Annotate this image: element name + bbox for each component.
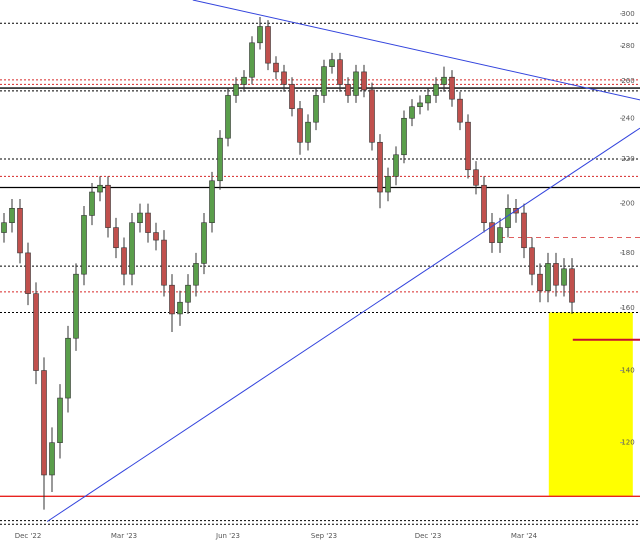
- candle-body: [233, 84, 239, 96]
- candle-body: [393, 154, 399, 177]
- candle-body: [105, 184, 111, 228]
- candle-body: [113, 227, 119, 249]
- candle-body: [169, 284, 175, 315]
- candle-body: [1, 222, 7, 233]
- candle-body: [449, 76, 455, 100]
- candle-body: [273, 62, 279, 73]
- candle-body: [201, 222, 207, 264]
- candle-body: [289, 84, 295, 109]
- candle-body: [561, 268, 567, 286]
- candle-body: [329, 59, 335, 67]
- candle-body: [417, 102, 423, 108]
- candle-body: [161, 239, 167, 286]
- candle-body: [25, 252, 31, 294]
- candle-body: [321, 66, 327, 96]
- candle-body: [73, 273, 79, 339]
- y-tick-label: 180: [621, 249, 634, 257]
- trend-line: [192, 0, 640, 101]
- y-tick-label: 300: [621, 10, 634, 18]
- candle-body: [65, 337, 71, 399]
- candle-body: [257, 26, 263, 44]
- candle-body: [457, 98, 463, 123]
- x-tick-label: Sep '23: [311, 532, 337, 540]
- trend-line: [46, 127, 640, 522]
- candle-body: [313, 95, 319, 123]
- y-tick-label: 160: [621, 304, 634, 312]
- x-tick-label: Dec '22: [15, 532, 42, 540]
- candle-body: [353, 71, 359, 96]
- candle-body: [337, 59, 343, 85]
- candle-body: [569, 268, 575, 303]
- candle-body: [33, 293, 39, 371]
- candle-body: [49, 442, 55, 476]
- target-zone: [548, 312, 633, 497]
- candle-body: [497, 227, 503, 243]
- candle-body: [385, 176, 391, 193]
- candle-body: [361, 71, 367, 91]
- candle-body: [209, 180, 215, 224]
- candle-body: [281, 71, 287, 85]
- candle-body: [9, 208, 15, 224]
- candle-body: [481, 184, 487, 224]
- candle-body: [369, 89, 375, 143]
- y-tick-label: 200: [621, 200, 634, 208]
- y-tick-label: 240: [621, 114, 634, 122]
- candle-body: [521, 212, 527, 249]
- candle-body: [41, 370, 47, 476]
- candle-body: [145, 212, 151, 233]
- candle-body: [57, 397, 63, 443]
- candle-body: [505, 208, 511, 228]
- candle-body: [185, 284, 191, 303]
- y-tick-label: 120: [621, 439, 634, 447]
- y-tick-label: 140: [621, 367, 634, 375]
- candle-body: [545, 263, 551, 292]
- candle-body: [89, 191, 95, 216]
- x-tick-label: Mar '23: [111, 532, 137, 540]
- y-tick-label: 220: [621, 155, 634, 163]
- candle-body: [297, 108, 303, 143]
- candle-body: [441, 76, 447, 85]
- candle-body: [345, 84, 351, 96]
- candle-body: [537, 273, 543, 292]
- candle-body: [409, 106, 415, 119]
- candle-body: [217, 137, 223, 182]
- candle-body: [401, 117, 407, 156]
- candle-body: [81, 215, 87, 275]
- candle-body: [241, 76, 247, 85]
- candle-body: [193, 263, 199, 286]
- candle-body: [473, 169, 479, 186]
- candle-body: [425, 95, 431, 104]
- candle-body: [129, 222, 135, 275]
- candle-body: [433, 84, 439, 96]
- candle-body: [121, 247, 127, 275]
- candle-body: [553, 263, 559, 286]
- candle-body: [153, 232, 159, 241]
- candle-body: [177, 301, 183, 315]
- candle-body: [377, 141, 383, 193]
- candle-body: [97, 184, 103, 193]
- candle-body: [305, 121, 311, 143]
- candle-body: [225, 95, 231, 139]
- x-tick-label: Mar '24: [511, 532, 538, 540]
- candle-body: [17, 208, 23, 254]
- candle-body: [265, 26, 271, 64]
- candle-body: [489, 222, 495, 243]
- x-tick-label: Jun '23: [215, 532, 240, 540]
- candle-body: [137, 212, 143, 224]
- candle-body: [249, 42, 255, 78]
- candle-body: [465, 121, 471, 171]
- y-tick-label: 260: [621, 77, 634, 85]
- y-tick-label: 280: [621, 42, 634, 50]
- candle-body: [529, 247, 535, 275]
- x-tick-label: Dec '23: [415, 532, 442, 540]
